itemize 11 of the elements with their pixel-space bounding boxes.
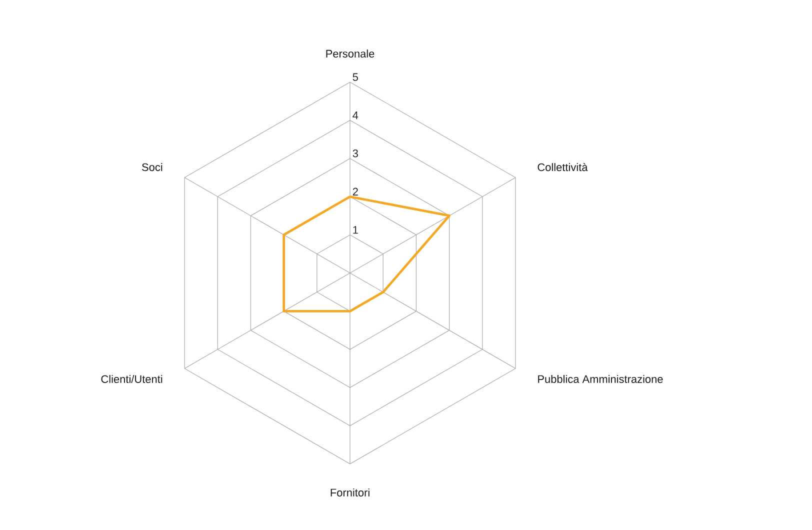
- spoke-label: Fornitori: [330, 488, 370, 496]
- y-tick-label: 5: [352, 73, 358, 81]
- spoke-label: Pubblica Amministrazione: [538, 374, 663, 383]
- spoke-label: Collettività: [538, 162, 588, 172]
- y-tick-label: 3: [352, 150, 358, 158]
- spoke-label: Clienti/Utenti: [101, 374, 162, 383]
- y-tick-label: 2: [352, 188, 358, 196]
- spoke-label: Soci: [142, 163, 162, 172]
- y-tick-label: 1: [353, 226, 358, 234]
- spoke-label: Personale: [326, 50, 374, 58]
- y-tick-label: 4: [352, 112, 358, 120]
